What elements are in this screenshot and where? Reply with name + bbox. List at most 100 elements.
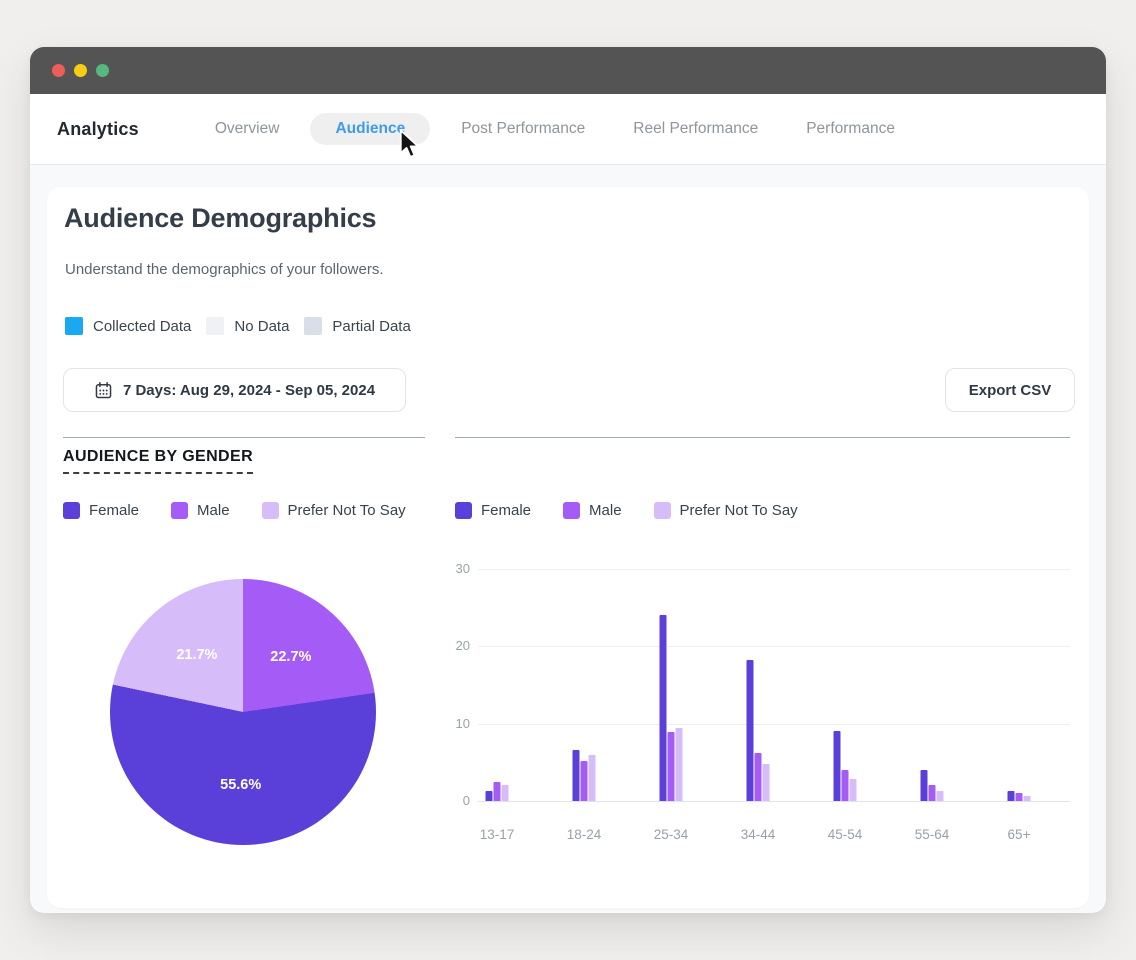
app-title: Analytics: [57, 118, 139, 139]
bar-male-18-24: [580, 760, 588, 801]
bar-prefer-not-to-say-18-24: [588, 755, 596, 801]
bar-female-34-44: [746, 659, 754, 801]
export-csv-label: Export CSV: [968, 381, 1052, 399]
legend-swatch: [65, 317, 83, 335]
x-axis-label-25-34: 25-34: [653, 827, 689, 842]
bar-female-55-64: [920, 770, 928, 801]
gridline-0: [478, 801, 1070, 802]
x-axis-label-65: 65+: [1007, 827, 1031, 842]
bar-group-25-34: [659, 615, 683, 801]
y-axis-label-30: 30: [455, 561, 470, 576]
bar-male-45-54: [841, 770, 849, 801]
bar-prefer-not-to-say-65: [1023, 796, 1031, 801]
tab-overview[interactable]: Overview: [214, 120, 280, 137]
data-status-legend: Collected Data No Data Partial Data: [65, 317, 411, 335]
legend-swatch: [261, 502, 279, 519]
minimize-window-icon[interactable]: [74, 64, 87, 77]
bar-female-45-54: [833, 731, 841, 801]
bar-prefer-not-to-say-55-64: [936, 790, 944, 801]
bar-female-13-17: [485, 790, 493, 801]
tab-audience[interactable]: Audience: [310, 113, 431, 145]
bar-prefer-not-to-say-13-17: [501, 784, 509, 801]
bar-prefer-not-to-say-45-54: [849, 779, 857, 801]
legend-item-male: Male: [171, 502, 230, 519]
section-divider-right: [455, 437, 1070, 438]
bar-male-34-44: [754, 753, 762, 801]
maximize-window-icon[interactable]: [96, 64, 109, 77]
export-csv-button[interactable]: Export CSV: [945, 368, 1075, 412]
legend-item-female: Female: [63, 502, 139, 519]
top-navbar: Analytics Overview Audience Post Performan…: [30, 94, 1106, 165]
bar-group-45-54: [833, 731, 857, 801]
legend-label: Female: [89, 502, 140, 519]
pie-slice-label-prefer-not-to-say: 21.7%: [176, 647, 218, 664]
legend-item-female: Female: [455, 502, 531, 519]
app-window: Analytics Overview Audience Post Performan…: [30, 47, 1106, 913]
legend-label: Male: [197, 502, 230, 519]
gridline-20: [478, 646, 1070, 648]
x-axis-label-18-24: 18-24: [566, 827, 602, 842]
audience-by-gender-title[interactable]: AUDIENCE BY GENDER: [63, 448, 254, 474]
x-axis-label-45-54: 45-54: [827, 827, 863, 842]
status-legend-item-partial-data: Partial Data: [304, 317, 411, 335]
legend-label: Partial Data: [332, 317, 411, 335]
legend-swatch: [171, 502, 189, 519]
window-body: Audience Demographics Understand the dem…: [30, 165, 1106, 912]
legend-swatch: [455, 502, 472, 519]
window-titlebar: [30, 47, 1106, 94]
legend-label: Collected Data: [93, 317, 192, 335]
bar-prefer-not-to-say-34-44: [762, 763, 770, 801]
gender-age-bar-chart: 0 10 20 30 13-17 18-24 25-34 34-44 45-54 55-64 65+: [456, 561, 1070, 842]
bar-group-34-44: [746, 659, 770, 801]
bar-group-55-64: [920, 770, 944, 801]
legend-swatch: [206, 317, 225, 335]
status-legend-item-collected-data: Collected Data: [65, 317, 191, 335]
bar-group-13-17: [485, 781, 509, 801]
section-divider-left: [63, 437, 425, 438]
pie-slice-label-male: 22.7%: [270, 648, 312, 665]
bar-male-25-34: [667, 732, 675, 801]
legend-item-prefer-not-to-say: Prefer Not To Say: [261, 502, 406, 519]
bar-group-18-24: [572, 750, 596, 801]
bar-male-13-17: [493, 781, 501, 801]
bar-male-65: [1015, 792, 1023, 801]
bar-prefer-not-to-say-25-34: [675, 728, 683, 801]
x-axis-label-13-17: 13-17: [479, 827, 515, 842]
y-axis-label-20: 20: [455, 638, 470, 654]
bar-chart-legend: Female Male Prefer Not To Say: [455, 502, 798, 519]
x-axis-label-34-44: 34-44: [740, 827, 776, 842]
y-axis-label-10: 10: [455, 715, 470, 731]
status-legend-item-no-data: No Data: [206, 317, 289, 335]
bar-female-18-24: [572, 750, 580, 801]
bar-female-25-34: [659, 615, 667, 801]
tab-reel-performance[interactable]: Reel Performance: [633, 120, 759, 137]
pie-chart-legend: Female Male Prefer Not To Say: [63, 502, 406, 519]
gridline-10: [478, 723, 1070, 725]
calendar-icon: [94, 381, 113, 400]
y-axis-label-0: 0: [462, 793, 470, 808]
legend-swatch: [304, 317, 323, 335]
legend-label: Female: [481, 502, 532, 519]
legend-label: Prefer Not To Say: [679, 502, 798, 519]
x-axis-label-55-64: 55-64: [914, 827, 950, 842]
pie-slice-label-female: 55.6%: [220, 777, 262, 794]
date-range-label: 7 Days: Aug 29, 2024 - Sep 05, 2024: [122, 381, 376, 399]
page-subtitle: Understand the demographics of your foll…: [65, 261, 384, 278]
gridline-30: [478, 569, 1070, 570]
legend-swatch: [63, 502, 80, 519]
legend-label: No Data: [234, 317, 290, 335]
tab-bar: Overview Audience Post Performance Reel Per…: [215, 113, 895, 145]
legend-swatch: [653, 502, 671, 519]
tab-performance[interactable]: Performance: [806, 120, 895, 137]
bar-group-65: [1007, 790, 1031, 801]
tab-post-performance[interactable]: Post Performance: [461, 120, 586, 137]
page-title: Audience Demographics: [64, 203, 377, 233]
legend-swatch: [563, 502, 581, 519]
bar-female-65: [1007, 790, 1015, 801]
legend-label: Male: [589, 502, 622, 519]
gender-pie-chart: 22.7% 55.6% 21.7%: [110, 579, 376, 845]
bar-male-55-64: [928, 784, 936, 801]
date-range-button[interactable]: 7 Days: Aug 29, 2024 - Sep 05, 2024: [63, 368, 406, 412]
close-window-icon[interactable]: [52, 64, 65, 77]
legend-label: Prefer Not To Say: [287, 502, 406, 519]
